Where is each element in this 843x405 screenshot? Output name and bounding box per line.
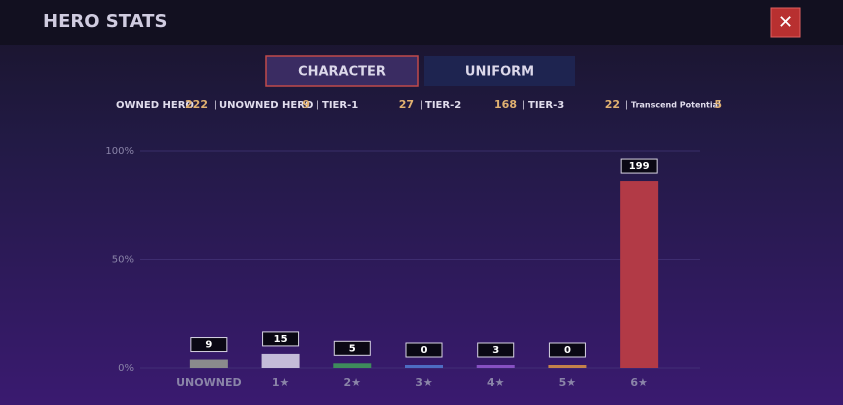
stat-value: 27	[399, 98, 414, 111]
value-label-box	[405, 342, 443, 358]
header-bar	[0, 0, 843, 45]
x-tick-label: 3★	[415, 376, 433, 389]
separator: |	[625, 101, 628, 111]
stat-value: 5	[714, 98, 722, 111]
stat-value: 168	[494, 98, 517, 111]
y-tick-label: 100%	[105, 146, 134, 157]
close-bg[interactable]	[770, 7, 801, 38]
x-tick-label: 6★	[630, 376, 648, 389]
value-label: 9	[205, 340, 212, 351]
close-button[interactable]: ✕	[770, 7, 801, 38]
x-tick-label: 4★	[487, 376, 505, 389]
bar	[620, 181, 659, 368]
separator: |	[420, 101, 423, 111]
tab-uniform[interactable]	[424, 56, 575, 86]
value-label-box	[477, 342, 515, 358]
y-tick-label: 0%	[118, 363, 134, 374]
stat-label: OWNED HERO	[116, 100, 194, 111]
x-tick-label: UNOWNED	[176, 376, 241, 389]
value-label-box	[190, 337, 228, 353]
value-label-box	[333, 340, 371, 356]
stat-label: TIER-3	[528, 100, 564, 111]
close-icon[interactable]: ✕	[778, 12, 793, 33]
value-label: 0	[421, 345, 428, 356]
stat-label: TIER-1	[322, 100, 358, 111]
stat-value: 9	[302, 98, 310, 111]
value-label: 5	[349, 343, 356, 354]
bar	[189, 359, 228, 368]
bar	[405, 365, 443, 368]
value-label-box	[548, 342, 586, 358]
tab-label[interactable]: UNIFORM	[465, 65, 534, 80]
tab-label[interactable]: CHARACTER	[298, 65, 386, 80]
bar	[261, 353, 300, 368]
value-label: 0	[564, 345, 571, 356]
bar	[548, 365, 587, 368]
value-label-box	[620, 158, 658, 174]
bar	[476, 365, 515, 368]
separator: |	[214, 101, 217, 111]
value-label: 3	[492, 345, 499, 356]
bar	[333, 363, 372, 368]
x-tick-label: 5★	[559, 376, 577, 389]
separator: |	[522, 101, 525, 111]
header-title: HERO STATS	[43, 11, 167, 32]
tab-character[interactable]	[265, 55, 419, 87]
separator: |	[316, 101, 319, 111]
value-label-box	[262, 331, 300, 347]
stat-label: UNOWNED HERO	[219, 100, 313, 111]
stat-value: 222	[185, 98, 208, 111]
y-tick-label: 50%	[112, 255, 134, 266]
x-tick-label: 2★	[344, 376, 362, 389]
value-label: 199	[629, 161, 650, 172]
stat-value: 22	[605, 98, 620, 111]
value-label: 15	[274, 334, 288, 345]
x-tick-label: 1★	[272, 376, 290, 389]
stat-label: Transcend Potential	[631, 101, 721, 110]
stat-label: TIER-2	[425, 100, 461, 111]
